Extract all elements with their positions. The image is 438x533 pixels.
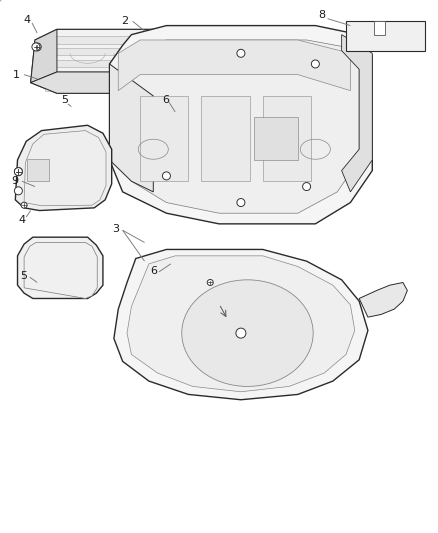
Polygon shape <box>15 125 112 211</box>
Bar <box>201 96 250 181</box>
Circle shape <box>207 279 213 286</box>
Polygon shape <box>24 131 106 206</box>
Circle shape <box>33 43 41 51</box>
Circle shape <box>14 167 22 176</box>
Polygon shape <box>342 35 372 192</box>
Polygon shape <box>110 64 153 192</box>
Text: 9: 9 <box>11 176 18 186</box>
Circle shape <box>162 172 170 180</box>
Circle shape <box>21 202 27 208</box>
Polygon shape <box>24 243 97 298</box>
Bar <box>263 96 311 181</box>
Polygon shape <box>39 36 219 44</box>
Circle shape <box>237 198 245 207</box>
Polygon shape <box>114 249 368 400</box>
Text: 4: 4 <box>24 15 31 25</box>
Text: 4: 4 <box>18 215 25 224</box>
Text: 3: 3 <box>113 224 120 234</box>
Polygon shape <box>118 40 350 91</box>
Polygon shape <box>123 40 359 213</box>
Polygon shape <box>45 83 215 91</box>
Polygon shape <box>359 282 407 317</box>
Text: 5: 5 <box>21 271 28 281</box>
Bar <box>254 117 298 160</box>
Text: 6: 6 <box>162 95 169 105</box>
Bar <box>140 96 188 181</box>
Polygon shape <box>31 72 228 93</box>
Polygon shape <box>18 237 103 298</box>
Polygon shape <box>346 21 425 51</box>
Polygon shape <box>110 26 372 224</box>
Text: 5: 5 <box>61 95 68 105</box>
Polygon shape <box>31 29 228 93</box>
Circle shape <box>303 182 311 191</box>
Polygon shape <box>374 21 385 35</box>
Circle shape <box>236 328 246 338</box>
Circle shape <box>14 167 22 176</box>
Text: 1: 1 <box>13 70 20 79</box>
Ellipse shape <box>182 280 313 386</box>
Text: 6: 6 <box>150 266 157 276</box>
Polygon shape <box>41 48 218 55</box>
Polygon shape <box>127 256 355 392</box>
Text: 2: 2 <box>121 17 128 26</box>
Circle shape <box>237 49 245 58</box>
Bar <box>27 159 49 181</box>
Circle shape <box>32 43 40 51</box>
Polygon shape <box>42 60 217 67</box>
Text: 8: 8 <box>318 10 325 20</box>
Circle shape <box>311 60 319 68</box>
Polygon shape <box>43 71 216 79</box>
Circle shape <box>14 187 22 195</box>
Polygon shape <box>31 29 57 83</box>
